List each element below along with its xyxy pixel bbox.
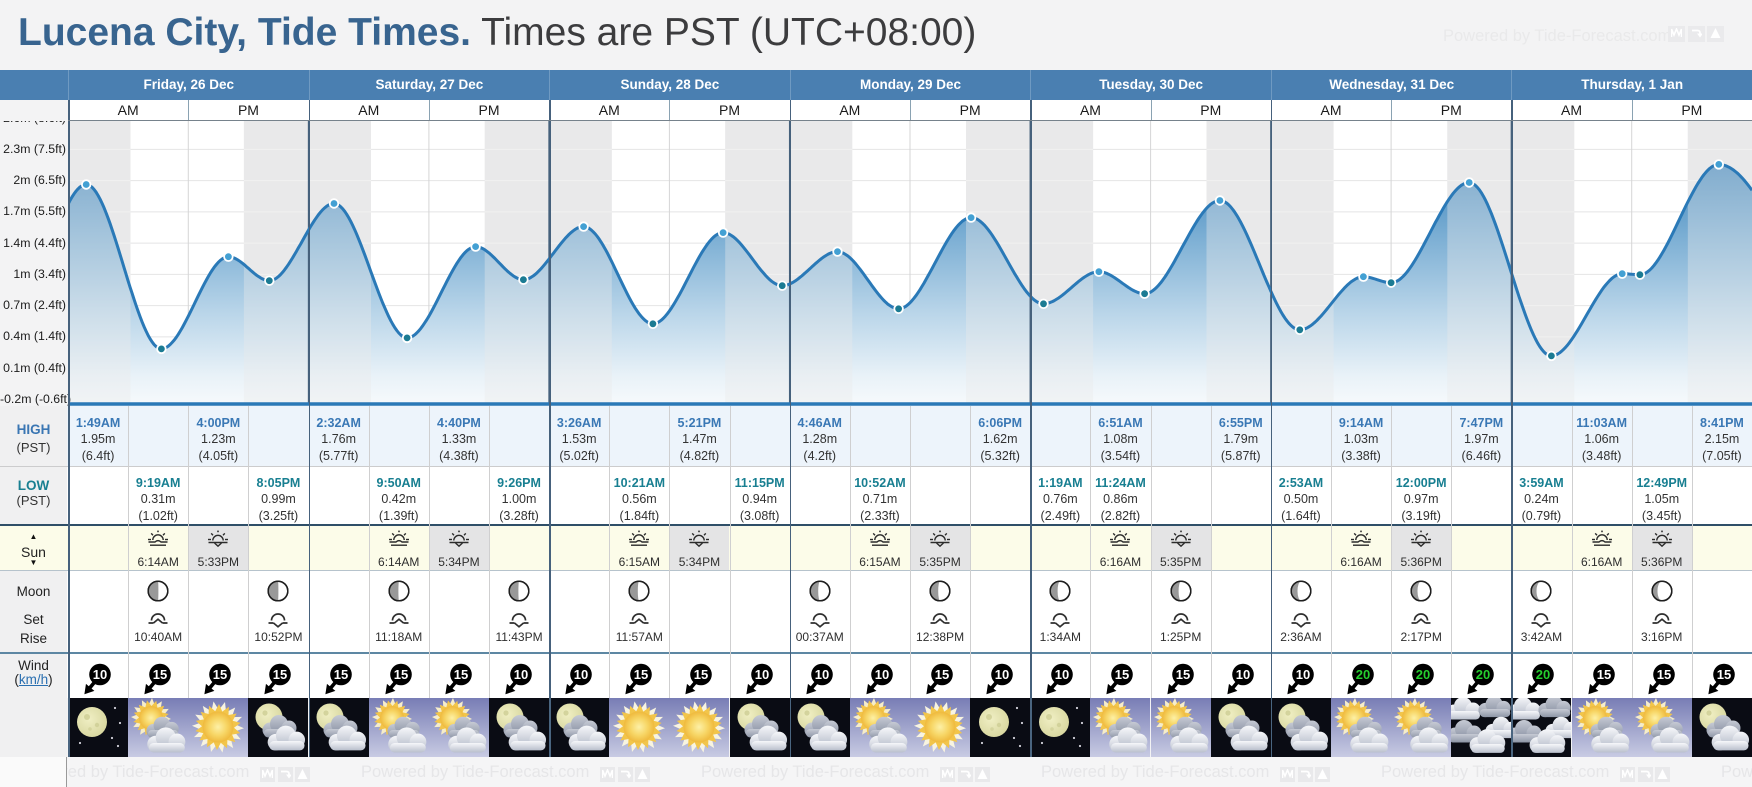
svg-text:15: 15: [454, 667, 468, 682]
svg-text:15: 15: [394, 667, 408, 682]
svg-text:15: 15: [1596, 667, 1610, 682]
svg-text:20: 20: [1356, 667, 1370, 682]
svg-text:10: 10: [93, 667, 107, 682]
svg-text:15: 15: [213, 667, 227, 682]
svg-text:15: 15: [1717, 667, 1731, 682]
svg-text:15: 15: [153, 667, 167, 682]
svg-text:10: 10: [514, 667, 528, 682]
svg-text:20: 20: [1476, 667, 1490, 682]
svg-text:10: 10: [754, 667, 768, 682]
svg-text:10: 10: [1055, 667, 1069, 682]
svg-text:15: 15: [1115, 667, 1129, 682]
svg-text:15: 15: [333, 667, 347, 682]
svg-text:15: 15: [1657, 667, 1671, 682]
svg-text:10: 10: [995, 667, 1009, 682]
svg-text:10: 10: [574, 667, 588, 682]
svg-text:10: 10: [875, 667, 889, 682]
svg-text:15: 15: [273, 667, 287, 682]
svg-text:20: 20: [1416, 667, 1430, 682]
svg-text:15: 15: [634, 667, 648, 682]
svg-text:15: 15: [1175, 667, 1189, 682]
svg-text:10: 10: [1296, 667, 1310, 682]
svg-text:20: 20: [1536, 667, 1550, 682]
svg-text:10: 10: [815, 667, 829, 682]
svg-text:15: 15: [694, 667, 708, 682]
svg-text:10: 10: [1236, 667, 1250, 682]
svg-text:15: 15: [935, 667, 949, 682]
